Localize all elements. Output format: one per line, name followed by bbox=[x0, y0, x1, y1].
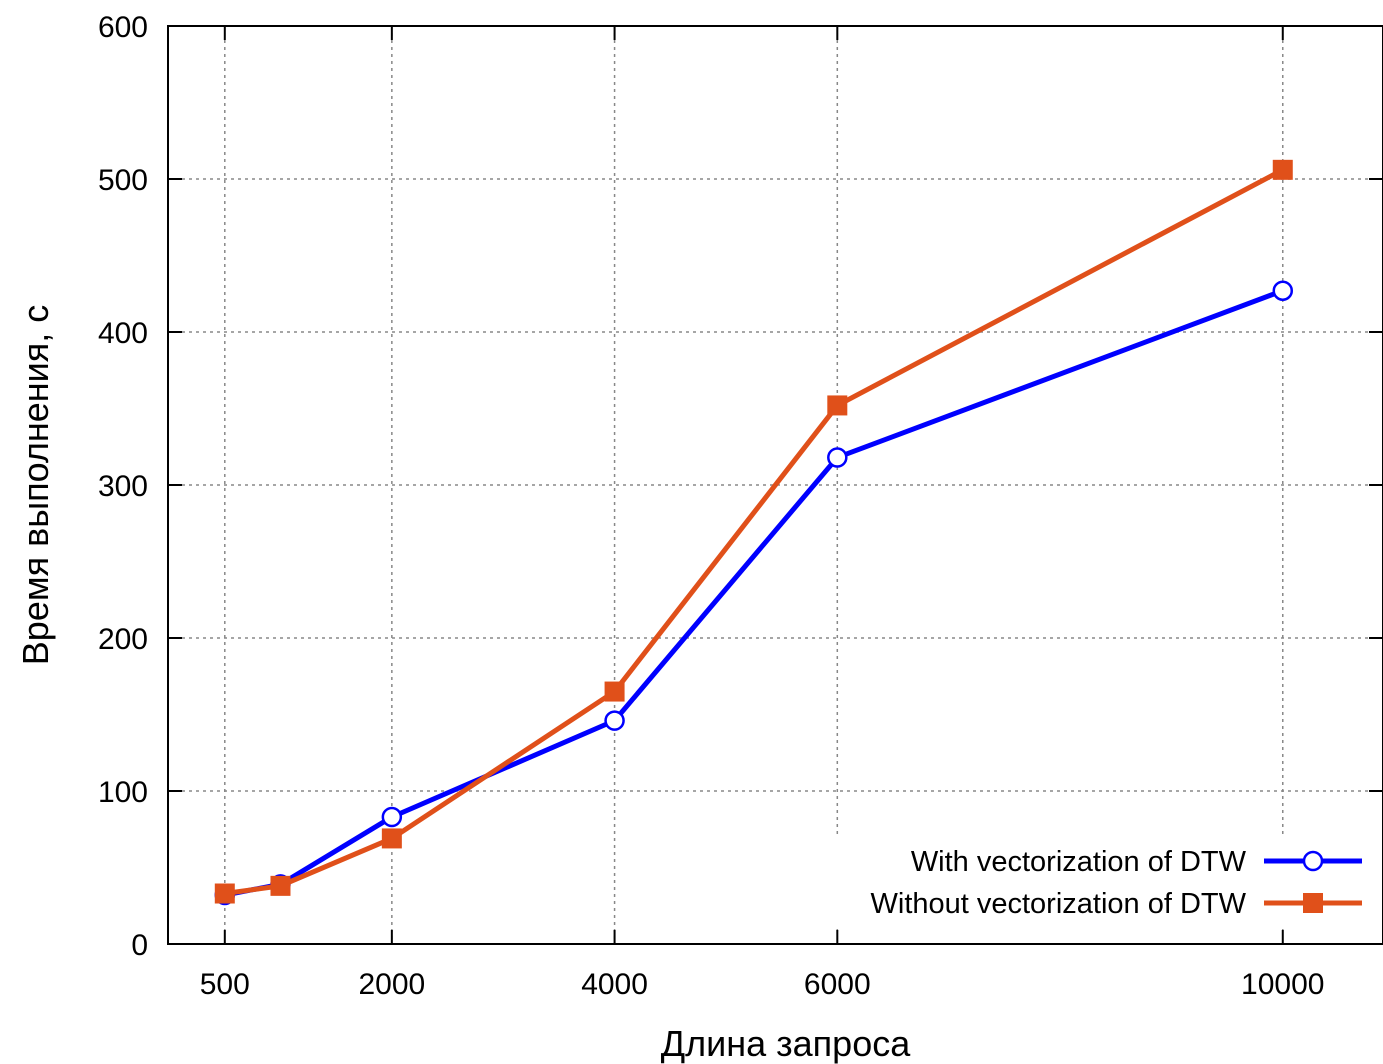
data-point bbox=[381, 828, 402, 849]
data-point bbox=[827, 447, 848, 468]
legend: With vectorization of DTW Without vectori… bbox=[871, 846, 1362, 920]
y-tick-label: 100 bbox=[98, 776, 148, 809]
x-tick-label: 4000 bbox=[581, 968, 648, 1001]
data-point bbox=[381, 806, 403, 828]
y-tick-label: 400 bbox=[98, 317, 148, 350]
y-tick-label: 0 bbox=[131, 929, 148, 962]
data-point bbox=[827, 395, 848, 416]
data-point bbox=[270, 875, 291, 896]
series-2 bbox=[214, 159, 1293, 904]
x-tick-label: 10000 bbox=[1241, 968, 1324, 1001]
data-point bbox=[214, 883, 235, 904]
data-point bbox=[1272, 280, 1294, 301]
series-line bbox=[224, 167, 1284, 896]
plot-frame bbox=[167, 25, 1383, 945]
data-point bbox=[1272, 159, 1293, 180]
y-tick-label: 200 bbox=[98, 623, 148, 656]
series-line bbox=[224, 288, 1284, 898]
series-1 bbox=[214, 280, 1294, 906]
series-layer bbox=[214, 159, 1294, 906]
x-axis-title: Длина запроса bbox=[661, 1023, 911, 1064]
y-tick-label: 600 bbox=[98, 11, 148, 44]
data-point bbox=[604, 710, 625, 731]
legend-label: Without vectorization of DTW bbox=[871, 888, 1247, 920]
x-tick-label: 6000 bbox=[804, 968, 871, 1001]
legend-background bbox=[800, 838, 1381, 926]
legend-item: With vectorization of DTW bbox=[911, 846, 1362, 878]
data-point bbox=[604, 681, 625, 702]
legend-marker bbox=[1303, 893, 1323, 913]
legend-item: Without vectorization of DTW bbox=[871, 888, 1362, 920]
legend-marker bbox=[1302, 850, 1324, 872]
y-tick-label: 500 bbox=[98, 164, 148, 197]
tick-labels: 0 100 200 300 400 500 600 500 2000 4000 6000 10000 bbox=[98, 11, 1325, 1001]
x-tick-label: 2000 bbox=[358, 968, 425, 1001]
y-axis-title: Время выполнения, с bbox=[15, 305, 56, 665]
x-tick-label: 500 bbox=[200, 968, 250, 1001]
y-tick-label: 300 bbox=[98, 470, 148, 503]
legend-label: With vectorization of DTW bbox=[911, 846, 1247, 878]
grid-lines bbox=[168, 26, 1383, 944]
